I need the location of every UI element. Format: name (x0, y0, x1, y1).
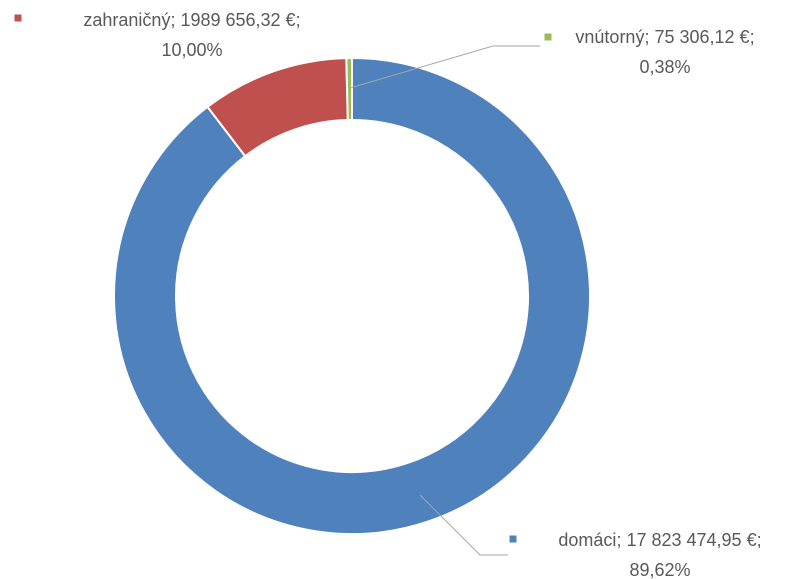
label-value: 1989 656,32 € (180, 10, 295, 30)
percent-label: 10,00% (161, 40, 222, 60)
leader-line (349, 45, 540, 89)
data-label: vnútorný; 75 306,12 €; (575, 27, 754, 47)
data-label: zahraničný; 1989 656,32 €; (83, 10, 300, 30)
donut-slice (345, 56, 353, 122)
label-category: domáci (558, 530, 616, 550)
data-label: domáci; 17 823 474,95 €; (558, 530, 761, 550)
percent-label: 0,38% (639, 57, 690, 77)
legend-marker (14, 14, 22, 22)
label-separator: ; (296, 10, 301, 30)
label-separator: ; (170, 10, 175, 30)
label-separator: ; (616, 530, 621, 550)
label-separator: ; (644, 27, 649, 47)
percent-label: 89,62% (629, 560, 690, 579)
label-value: 17 823 474,95 € (626, 530, 756, 550)
label-separator: ; (757, 530, 762, 550)
label-separator: ; (750, 27, 755, 47)
label-value: 75 306,12 € (654, 27, 749, 47)
label-category: vnútorný (575, 27, 644, 47)
legend-marker (509, 535, 517, 543)
leader-line (419, 494, 508, 556)
donut-slice (113, 56, 591, 535)
legend-marker (544, 33, 552, 41)
label-category: zahraničný (83, 10, 170, 30)
